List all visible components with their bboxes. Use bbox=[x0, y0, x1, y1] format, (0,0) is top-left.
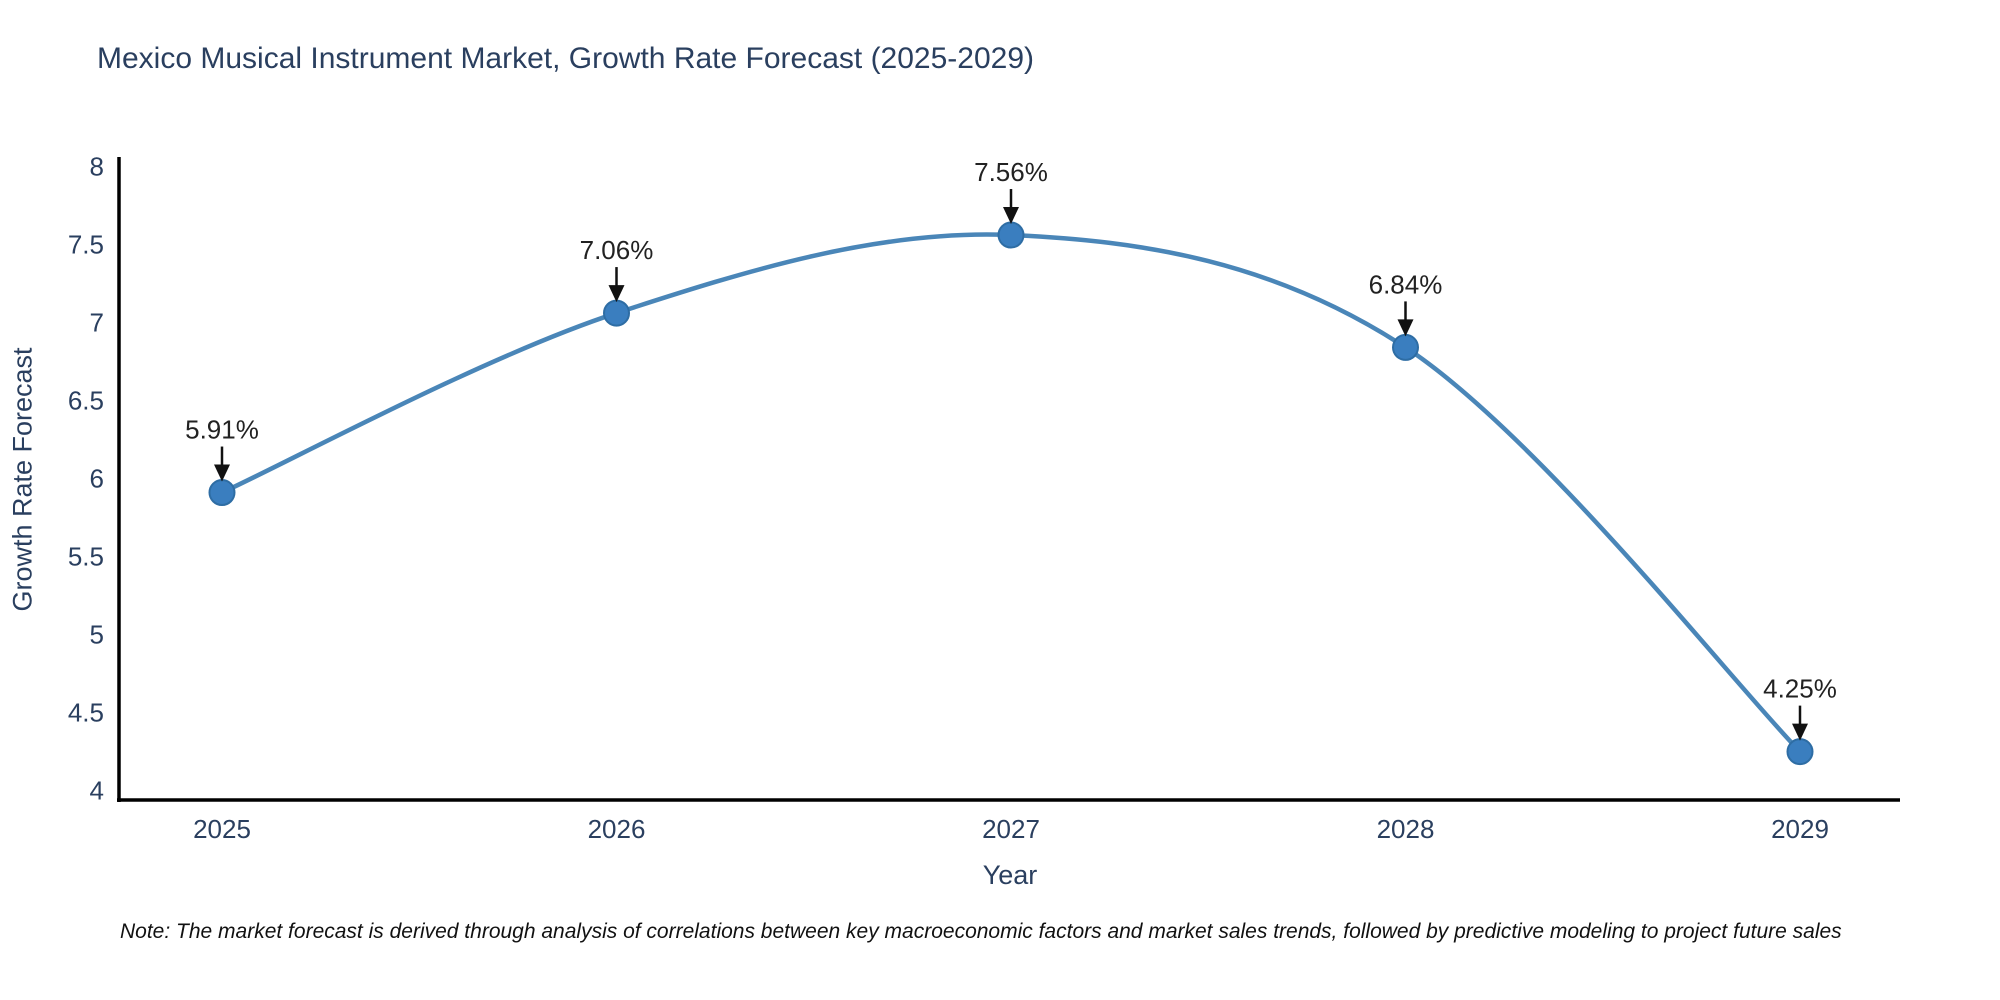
annotation-label: 5.91% bbox=[185, 415, 259, 445]
data-point-2028[interactable] bbox=[1392, 333, 1419, 361]
annotation-label: 4.25% bbox=[1763, 674, 1837, 704]
forecast-line bbox=[221, 232, 1802, 754]
x-tick-label: 2029 bbox=[1771, 814, 1829, 844]
y-tick-label: 8 bbox=[90, 151, 104, 181]
y-tick-label: 7.5 bbox=[68, 229, 104, 259]
data-point-2027[interactable] bbox=[997, 221, 1025, 249]
x-tick-label: 2028 bbox=[1377, 814, 1435, 844]
annotation-label: 6.84% bbox=[1369, 269, 1443, 299]
data-point-2025[interactable] bbox=[208, 479, 236, 507]
y-tick-label: 7 bbox=[90, 307, 104, 337]
x-tick-label: 2025 bbox=[193, 814, 251, 844]
chart-title: Mexico Musical Instrument Market, Growth… bbox=[97, 42, 1035, 75]
annotation-arrow-head bbox=[1397, 319, 1414, 337]
y-tick-label: 5.5 bbox=[68, 542, 104, 572]
y-tick-label: 6 bbox=[90, 464, 104, 494]
annotation-arrow-head bbox=[1003, 207, 1019, 225]
data-point-2026[interactable] bbox=[603, 299, 630, 327]
y-tick-label: 6.5 bbox=[68, 385, 104, 415]
x-axis-title: Year bbox=[982, 860, 1038, 890]
footnote: Note: The market forecast is derived thr… bbox=[120, 920, 1842, 943]
annotation-label: 7.56% bbox=[974, 157, 1048, 187]
data-point-2029[interactable] bbox=[1786, 738, 1814, 766]
y-tick-label: 5 bbox=[90, 620, 104, 650]
annotation-arrow-head bbox=[608, 285, 625, 303]
x-tick-label: 2027 bbox=[982, 814, 1040, 844]
annotation-arrow-head bbox=[214, 464, 230, 482]
y-axis-title: Growth Rate Forecast bbox=[7, 347, 38, 612]
y-tick-label: 4.5 bbox=[68, 698, 104, 728]
annotation-label: 7.06% bbox=[580, 235, 654, 265]
annotation-arrow-head bbox=[1792, 723, 1808, 741]
x-tick-label: 2026 bbox=[588, 814, 646, 844]
y-tick-label: 4 bbox=[90, 776, 104, 806]
